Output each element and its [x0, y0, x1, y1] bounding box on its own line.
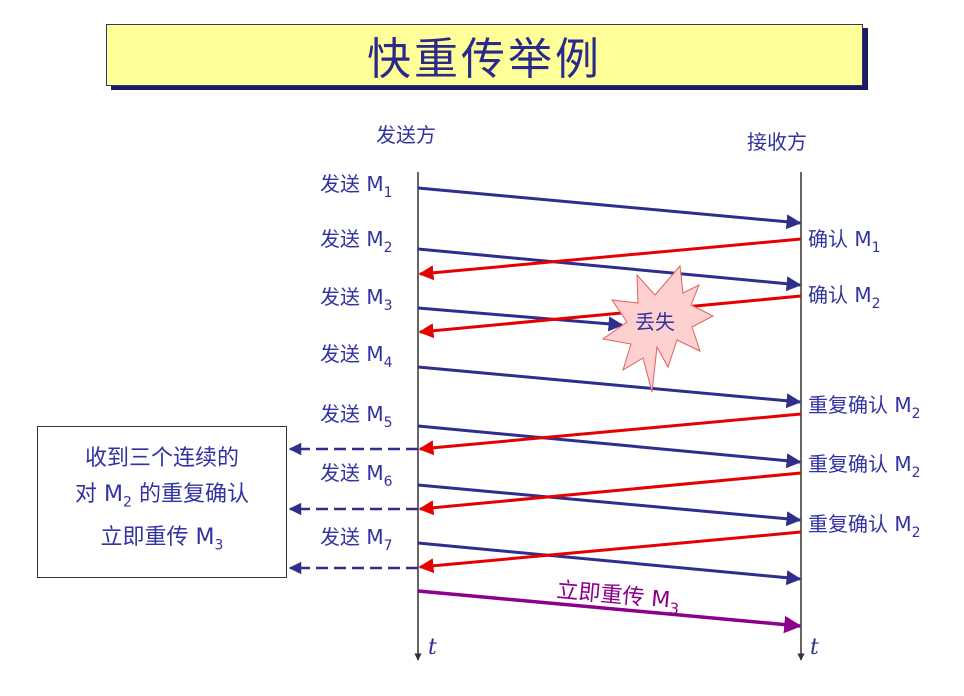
- title-box: 快重传举例: [106, 24, 863, 86]
- dup-ack-arrow-3: [418, 530, 802, 574]
- ack-arrow-m1: [418, 237, 802, 281]
- send-label-m7: 发送 M7: [320, 525, 393, 554]
- sender-label: 发送方: [376, 123, 436, 147]
- receiver-time-label: t: [810, 635, 819, 660]
- send-label-m6: 发送 M6: [320, 461, 393, 490]
- send-arrow-m6: [417, 483, 802, 527]
- send-label-m4: 发送 M4: [320, 342, 393, 371]
- lost-burst: [601, 264, 715, 393]
- ack-labels: 确认 M1 确认 M2 重复确认 M2 重复确认 M2 重复确认 M2: [808, 227, 921, 541]
- sender-time-label: t: [428, 635, 437, 660]
- receiver-label: 接收方: [747, 130, 807, 154]
- note-line-3: 立即重传 M3: [100, 525, 224, 554]
- send-label-m1: 发送 M1: [320, 172, 393, 201]
- send-arrow-m4: [417, 365, 802, 409]
- fast-retransmit-note: 收到三个连续的 对 M2 的重复确认 立即重传 M3: [37, 426, 287, 578]
- note-line-1: 收到三个连续的: [84, 445, 239, 471]
- send-arrow-m5: [417, 424, 802, 469]
- note-line-2: 对 M2 的重复确认: [75, 481, 249, 510]
- send-label-m5: 发送 M5: [320, 402, 393, 431]
- send-arrow-m1: [417, 186, 802, 230]
- dup-ack-arrow-2: [418, 471, 802, 516]
- send-arrow-m2: [417, 247, 802, 292]
- send-label-m3: 发送 M3: [320, 285, 393, 314]
- dup-ack-arrow-1: [418, 412, 802, 456]
- send-labels: 发送 M1 发送 M2 发送 M3 发送 M4 发送 M5 发送 M6 发送 M…: [320, 172, 393, 554]
- lost-label: 丢失: [635, 310, 675, 334]
- send-arrow-m3: [417, 306, 624, 332]
- retransmit-arrow: [417, 589, 802, 634]
- retransmit-label: 立即重传 M3: [555, 578, 681, 618]
- ack-label-m1: 确认 M1: [808, 227, 881, 256]
- dup-ack-label-1: 重复确认 M2: [808, 393, 921, 422]
- send-label-m2: 发送 M2: [320, 227, 393, 256]
- dup-ack-label-2: 重复确认 M2: [808, 452, 921, 481]
- send-arrow-m7: [417, 541, 802, 586]
- page-title: 快重传举例: [367, 34, 602, 85]
- ack-label-m2: 确认 M2: [808, 283, 881, 312]
- dup-ack-label-3: 重复确认 M2: [808, 512, 921, 541]
- ack-arrow-m2: [418, 294, 802, 339]
